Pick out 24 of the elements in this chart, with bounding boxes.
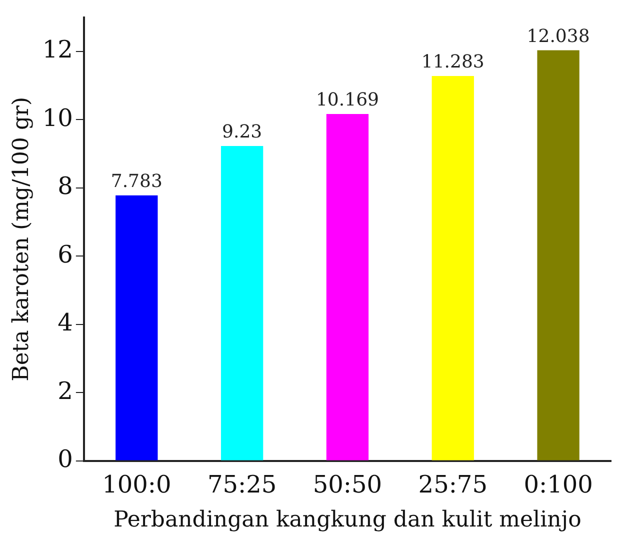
x-tick-label: 0:100 [524,470,593,498]
bar [537,50,580,460]
data-label: 7.783 [110,171,162,192]
x-axis-title: Perbandingan kangkung dan kulit melinjo [114,508,582,533]
bar [326,114,369,460]
y-tick-label: 4 [58,308,73,337]
y-tick-label: 2 [58,376,73,405]
y-tick-label: 10 [42,104,73,132]
x-tick-label: 25:75 [418,470,488,498]
data-label: 12.038 [526,26,590,47]
bar [432,76,474,460]
data-label: 11.283 [421,52,484,73]
bar [220,146,264,460]
data-label: 9.23 [222,122,262,143]
y-tick-label: 12 [42,36,73,64]
y-tick-label: 8 [58,172,73,200]
bar [116,195,158,460]
x-tick-label: 75:25 [207,470,277,498]
x-tick-label: 50:50 [312,470,382,498]
x-tick-label: 100:0 [102,470,172,498]
y-tick-label: 6 [58,240,73,268]
y-tick-label: 0 [58,445,73,474]
data-label: 10.169 [316,90,379,111]
y-axis-title: Beta karoten (mg/100 gr) [8,96,34,382]
